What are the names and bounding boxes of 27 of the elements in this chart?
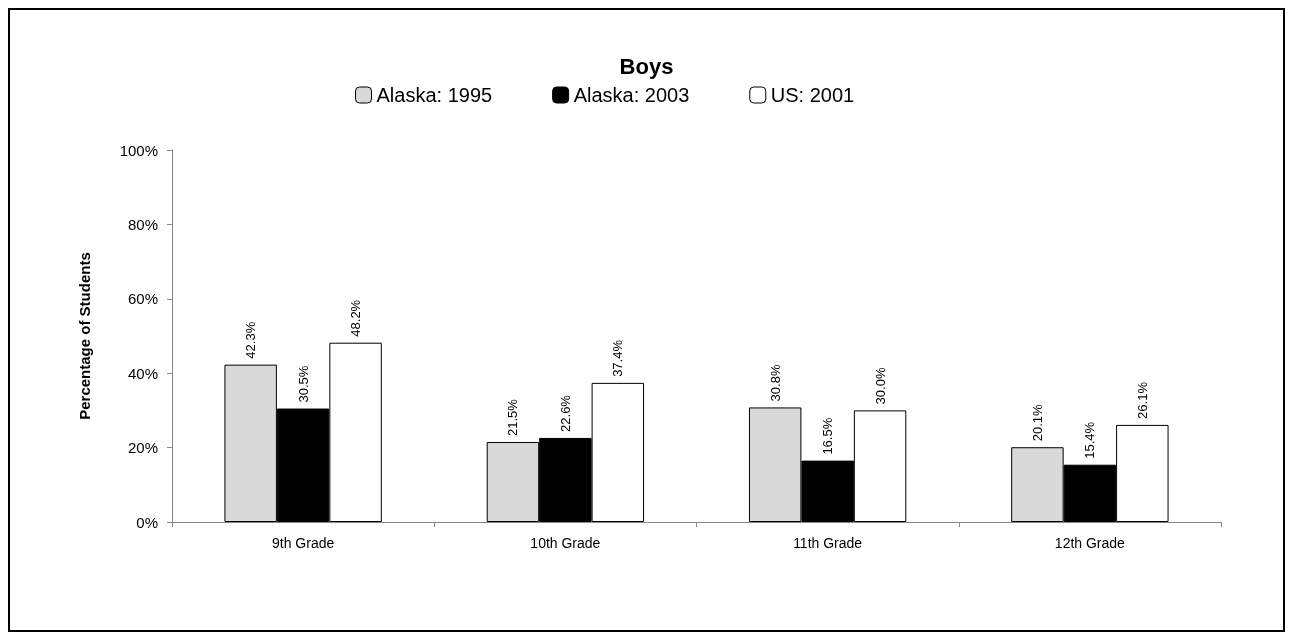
x-tick-label: 11th Grade (793, 535, 863, 551)
data-label: 20.1% (1029, 403, 1045, 442)
data-label: 42.3% (243, 321, 259, 359)
y-tick-label: 80% (127, 215, 158, 233)
data-label: 37.4% (610, 339, 626, 377)
legend-label: Alaska: 1995 (376, 84, 493, 106)
data-label: 15.4% (1082, 421, 1098, 459)
x-tick-label: 12th Grade (1054, 535, 1126, 551)
data-label: 30.5% (295, 365, 311, 403)
x-tick-label: 9th Grade (271, 535, 335, 551)
data-label: 22.6% (557, 394, 573, 432)
legend-label: US: 2001 (770, 84, 855, 106)
legend-label: Alaska: 2003 (573, 84, 690, 106)
data-label: 30.0% (872, 367, 888, 405)
data-label: 21.5% (505, 398, 521, 437)
x-tick-label: 10th Grade (530, 535, 601, 551)
chart-title: Boys (619, 53, 674, 79)
data-label: 16.5% (820, 417, 836, 455)
data-label: 30.8% (767, 364, 783, 402)
y-axis-title: Percentage of Students (76, 252, 93, 420)
y-tick-label: 20% (127, 439, 158, 457)
y-tick-label: 60% (127, 290, 158, 308)
y-tick-label: 40% (127, 364, 158, 382)
y-tick-label: 0% (136, 513, 158, 531)
data-label: 26.1% (1134, 381, 1150, 419)
y-tick-label: 100% (119, 141, 158, 159)
data-label: 48.2% (348, 299, 364, 337)
